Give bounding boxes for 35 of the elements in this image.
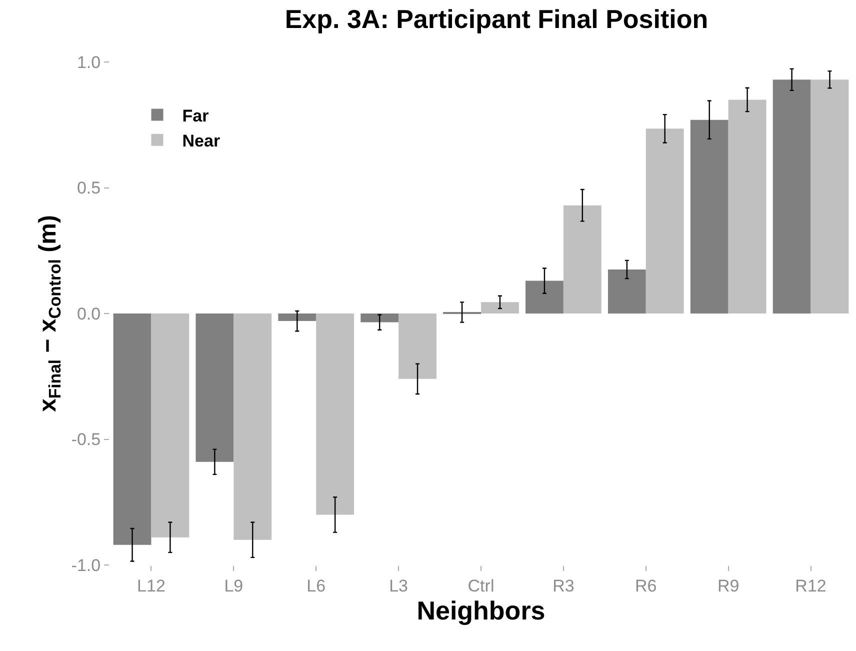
x-axis-title: Neighbors [416,595,546,626]
bar [608,269,646,314]
bar [151,314,190,538]
x-tick-label: R6 [635,576,657,596]
x-tick-label: R3 [552,576,574,596]
chart-title: Exp. 3A: Participant Final Position [284,4,708,34]
bar [113,314,152,545]
y-tick-label: 0.0 [76,304,101,324]
bar [234,314,272,540]
y-tick-label: -1.0 [71,556,101,575]
bar [563,205,602,314]
bar [646,128,684,314]
legend-label: Near [182,131,220,150]
bar [360,314,399,322]
y-tick-label: 0.5 [76,178,101,198]
y-tick-label: -0.5 [71,430,101,450]
x-tick-label: L9 [224,576,244,596]
x-tick-label: L6 [306,576,326,596]
bar [728,100,766,314]
bar [772,80,811,314]
legend-label: Far [182,106,210,126]
x-tick-label: R9 [717,576,740,596]
bar [278,314,316,322]
x-tick-label: R12 [795,576,826,596]
bar [481,302,519,314]
x-tick-label: L3 [389,576,408,596]
bar [398,314,436,379]
y-tick-label: 1.0 [76,52,101,72]
bar [316,314,354,515]
x-tick-label: L12 [137,576,166,596]
bar [810,80,849,314]
bar [196,314,234,462]
bar [526,280,564,314]
x-tick-label: Ctrl [468,576,494,596]
bar [690,120,728,314]
